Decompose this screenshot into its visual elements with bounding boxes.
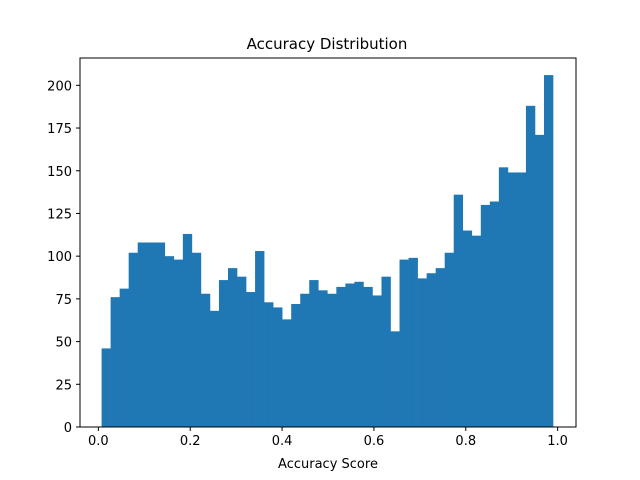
y-tick-label: 150 [47,165,72,180]
histogram-bar [544,75,554,427]
histogram-bar [237,276,247,427]
histogram-bar [227,268,238,427]
histogram-bar [155,242,166,427]
x-tick-label: 0.6 [364,434,385,449]
histogram-bar [164,256,175,427]
histogram-bar [300,293,310,427]
histogram-bar [327,293,337,427]
histogram-bar [255,251,265,427]
histogram-bar [291,304,301,427]
x-tick-label: 0.0 [88,434,109,449]
histogram-bar [318,290,328,427]
plot-frame [79,57,577,428]
y-tick-label: 100 [47,250,72,265]
histogram-bar [110,297,120,427]
histogram-bar [453,194,464,427]
histogram-bar [480,204,491,427]
histogram-bar [390,331,400,427]
y-tick-label: 175 [47,122,72,137]
histogram-bar [209,310,220,427]
y-tick-label: 50 [55,336,72,351]
x-tick-label: 0.8 [455,434,476,449]
histogram-bar [507,172,518,427]
y-tick-label: 75 [55,293,72,308]
x-axis-label: Accuracy Score [278,457,378,472]
y-tick-label: 0 [64,421,72,436]
histogram-bar [273,307,283,427]
histogram-bar [345,283,355,427]
histogram-bar [182,233,193,427]
histogram-bar [173,259,184,427]
y-tick-label: 125 [47,207,72,222]
histogram-bar [408,257,418,427]
histogram-bar [471,235,482,427]
histogram-bar [191,252,202,427]
histogram-bar [498,167,509,428]
histogram-bar [101,348,111,427]
chart-title: Accuracy Distribution [247,35,408,53]
y-axis-ticks: 0 25 50 75 100 125 150 175 200 [47,79,80,436]
bars-group [101,75,554,428]
y-tick-label: 200 [47,79,72,94]
histogram-bar [218,280,229,427]
histogram-bar [417,278,427,427]
histogram-bar [354,281,364,427]
histogram-bar [381,276,391,427]
histogram-bar [462,230,473,427]
x-axis-ticks: 0.0 0.2 0.4 0.6 0.8 1.0 [88,427,568,449]
histogram-bar [137,242,148,427]
histogram-bar [119,288,129,427]
histogram-bar [534,134,545,427]
histogram-bar [282,319,292,427]
histogram-bar [128,252,139,427]
histogram-bar [146,242,157,427]
histogram-bar [200,293,211,427]
histogram-bar [516,172,527,427]
histogram-bar [372,295,382,427]
histogram-bar [336,286,346,427]
histogram-bar [399,259,409,427]
histogram-bar [426,273,436,427]
x-tick-label: 1.0 [547,434,568,449]
x-tick-label: 0.4 [272,434,293,449]
histogram-bar [525,105,536,427]
histogram-bar [246,292,256,427]
histogram-bar [309,280,319,427]
histogram-bar [489,201,500,427]
histogram-bar [444,252,455,427]
histogram-bar [264,302,274,427]
x-tick-label: 0.2 [180,434,201,449]
histogram-bar [435,268,445,427]
y-tick-label: 25 [55,378,72,393]
histogram-bar [363,286,373,427]
